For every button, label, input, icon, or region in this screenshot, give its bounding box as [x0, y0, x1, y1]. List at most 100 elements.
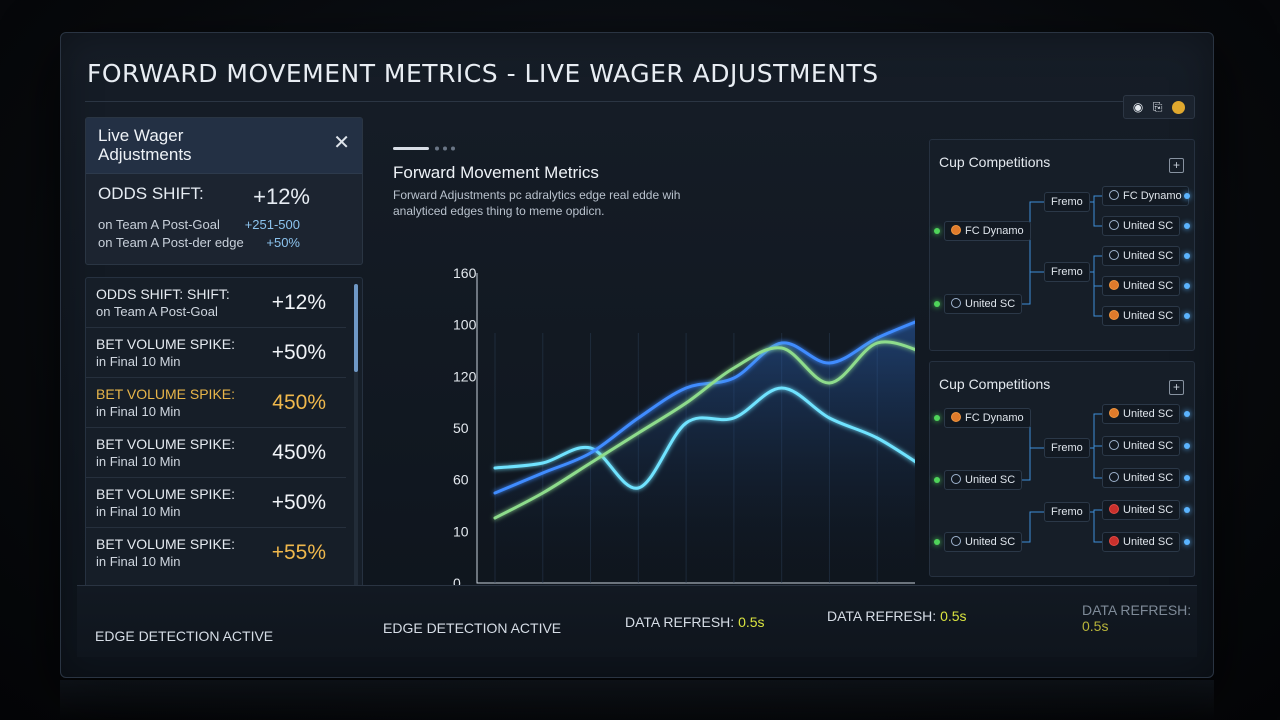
add-icon[interactable]: +	[1169, 158, 1184, 173]
y-tick-label: 50	[453, 420, 469, 436]
item-value: +12%	[271, 290, 326, 314]
item-title: BET VOLUME SPIKE:	[96, 335, 236, 352]
team-node[interactable]: United SC	[944, 532, 1023, 552]
team-crest-icon	[1109, 440, 1119, 450]
match-label: Fremo	[1051, 442, 1083, 454]
item-value: +50%	[271, 340, 326, 364]
match-node[interactable]: Fremo	[1044, 502, 1090, 522]
match-node[interactable]: Fremo	[1044, 192, 1090, 212]
document-icon[interactable]: ⎘	[1152, 99, 1163, 114]
sub-label-2: on Team A Post-der edge	[98, 235, 244, 250]
status-badge-icon[interactable]	[1172, 100, 1186, 114]
team-name: United SC	[1123, 472, 1174, 484]
title-divider	[85, 101, 1189, 102]
status-dot	[1184, 313, 1190, 319]
status-data-refresh-2: DATA REFRESH: 0.5s	[827, 608, 967, 624]
status-edge-detection-1: EDGE DETECTION ACTIVE	[95, 628, 274, 644]
team-node[interactable]: United SC	[1102, 468, 1181, 488]
status-dot	[934, 228, 940, 234]
team-node[interactable]: United SC	[1102, 532, 1181, 552]
team-crest-icon	[1109, 190, 1119, 200]
item-title: ODDS SHIFT: SHIFT:	[96, 285, 230, 302]
add-icon[interactable]: +	[1169, 380, 1184, 395]
status-dot	[934, 301, 940, 307]
y-tick-label: 100	[453, 317, 477, 333]
team-node[interactable]: FC Dynamo	[1102, 186, 1189, 206]
panel-title: Cup Competitions	[939, 154, 1051, 170]
y-tick-label: 60	[453, 472, 469, 488]
team-node[interactable]: United SC	[1102, 436, 1181, 456]
status-bar: EDGE DETECTION ACTIVE EDGE DETECTION ACT…	[77, 585, 1197, 657]
status-dot	[1184, 443, 1190, 449]
scrollbar-thumb[interactable]	[354, 284, 358, 372]
status-dot	[934, 415, 940, 421]
item-subtitle: in Final 10 Min	[96, 554, 181, 569]
status-dot	[1184, 475, 1190, 481]
card-title: Live Wager Adjustments	[98, 126, 192, 164]
list-item[interactable]: BET VOLUME SPIKE: in Final 10 Min +50%	[86, 328, 346, 378]
y-tick-label: 0	[453, 575, 461, 591]
line-chart: 1601001205060100001002002404501602002202…	[453, 265, 915, 593]
team-node[interactable]: United SC	[1102, 246, 1181, 266]
team-node[interactable]: United SC	[944, 294, 1023, 314]
team-name: FC Dynamo	[965, 225, 1024, 237]
item-value: +50%	[271, 490, 326, 514]
status-dot	[934, 477, 940, 483]
cup-competitions-panel-1: Cup Competitions + FC Dynamo United SC F…	[929, 139, 1195, 351]
team-crest-icon	[1109, 250, 1119, 260]
series-line-3	[493, 340, 915, 520]
metrics-list: ODDS SHIFT: SHIFT: on Team A Post-Goal +1…	[85, 277, 363, 603]
close-icon[interactable]: ✕	[333, 132, 350, 154]
carousel-dots-icon[interactable]	[393, 145, 463, 153]
team-node[interactable]: United SC	[1102, 216, 1181, 236]
team-name: United SC	[1123, 440, 1174, 452]
item-value: +55%	[271, 541, 326, 564]
item-value: 450%	[272, 390, 326, 414]
team-name: United SC	[1123, 280, 1174, 292]
team-node[interactable]: FC Dynamo	[944, 408, 1031, 428]
team-name: United SC	[1123, 310, 1174, 322]
y-tick-label: 120	[453, 368, 477, 384]
item-subtitle: in Final 10 Min	[96, 503, 181, 519]
team-crest-icon	[951, 298, 961, 308]
team-crest-icon	[1109, 408, 1119, 418]
list-item[interactable]: BET VOLUME SPIKE: in Final 10 Min +55%	[86, 528, 346, 578]
team-crest-icon	[1109, 504, 1119, 514]
odds-shift-label: ODDS SHIFT:	[98, 184, 204, 203]
team-node[interactable]: United SC	[944, 470, 1023, 490]
list-item[interactable]: BET VOLUME SPIKE: in Final 10 Min 450%	[86, 378, 346, 428]
y-tick-label: 160	[453, 265, 477, 281]
top-icon-bar: ◉ ⎘	[1123, 95, 1195, 119]
item-title: BET VOLUME SPIKE:	[96, 485, 236, 502]
forward-movement-chart: Forward Movement Metrics Forward Adjustm…	[379, 133, 915, 593]
team-name: United SC	[965, 536, 1016, 548]
team-name: United SC	[1123, 504, 1174, 516]
team-name: United SC	[1123, 536, 1174, 548]
team-node[interactable]: United SC	[1102, 404, 1181, 424]
status-dot	[1184, 411, 1190, 417]
team-node[interactable]: FC Dynamo	[944, 221, 1031, 241]
scrollbar-track[interactable]	[354, 284, 358, 596]
match-node[interactable]: Fremo	[1044, 262, 1090, 282]
sub-value-1: +251-500	[244, 217, 300, 232]
list-item[interactable]: ODDS SHIFT: SHIFT: on Team A Post-Goal +1…	[86, 278, 346, 328]
team-crest-icon	[1109, 472, 1119, 482]
team-node[interactable]: United SC	[1102, 276, 1181, 296]
team-node[interactable]: United SC	[1102, 306, 1181, 326]
status-dot	[1184, 507, 1190, 513]
team-crest-icon	[1109, 220, 1119, 230]
status-dot	[934, 539, 940, 545]
item-title: BET VOLUME SPIKE:	[96, 536, 236, 552]
team-node[interactable]: United SC	[1102, 500, 1181, 520]
team-crest-icon	[951, 474, 961, 484]
status-dot	[1184, 253, 1190, 259]
area-fill	[495, 322, 915, 583]
dashboard-screen: FORWARD MOVEMENT METRICS - LIVE WAGER AD…	[60, 32, 1214, 678]
record-icon[interactable]: ◉	[1132, 100, 1144, 114]
list-item[interactable]: BET VOLUME SPIKE: in Final 10 Min 450%	[86, 428, 346, 478]
chart-subtitle: Forward Adjustments pc adralytics edge r…	[393, 188, 681, 218]
list-item[interactable]: BET VOLUME SPIKE: in Final 10 Min +50%	[86, 478, 346, 528]
status-data-refresh-3: DATA REFRESH: 0.5s	[1082, 602, 1192, 634]
match-node[interactable]: Fremo	[1044, 438, 1090, 458]
item-subtitle: on Team A Post-Goal	[96, 303, 218, 319]
